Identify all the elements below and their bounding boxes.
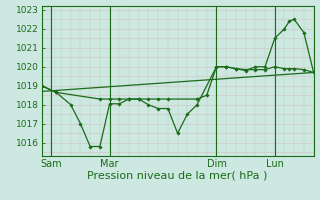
X-axis label: Pression niveau de la mer( hPa ): Pression niveau de la mer( hPa ): [87, 170, 268, 180]
